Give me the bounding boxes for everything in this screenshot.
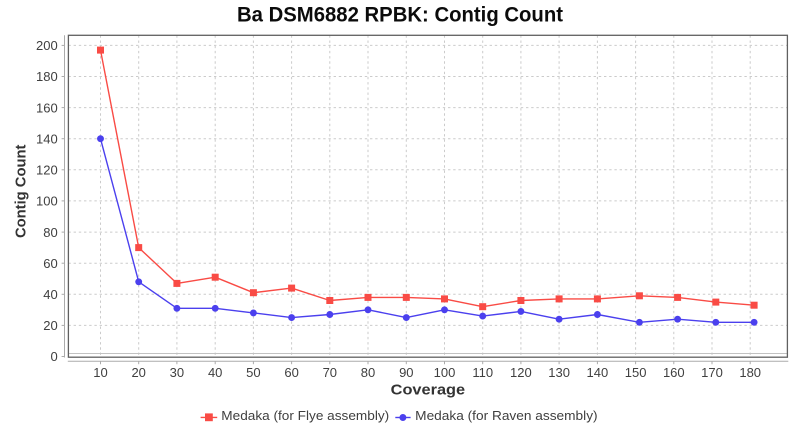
svg-text:160: 160 bbox=[36, 100, 58, 115]
svg-text:90: 90 bbox=[399, 365, 413, 380]
svg-text:80: 80 bbox=[43, 225, 57, 240]
svg-text:140: 140 bbox=[587, 365, 609, 380]
svg-text:180: 180 bbox=[36, 69, 58, 84]
svg-text:Medaka (for Raven assembly): Medaka (for Raven assembly) bbox=[415, 408, 597, 423]
svg-text:140: 140 bbox=[36, 131, 58, 146]
svg-text:60: 60 bbox=[43, 256, 57, 271]
svg-text:170: 170 bbox=[701, 365, 723, 380]
svg-text:100: 100 bbox=[434, 365, 456, 380]
svg-text:200: 200 bbox=[36, 38, 58, 53]
svg-text:20: 20 bbox=[131, 365, 145, 380]
svg-text:120: 120 bbox=[36, 163, 58, 178]
svg-text:10: 10 bbox=[93, 365, 107, 380]
svg-text:Coverage: Coverage bbox=[391, 381, 466, 398]
svg-text:130: 130 bbox=[548, 365, 570, 380]
svg-text:40: 40 bbox=[208, 365, 222, 380]
svg-text:160: 160 bbox=[663, 365, 685, 380]
svg-text:20: 20 bbox=[43, 318, 57, 333]
svg-text:Medaka (for Flye assembly): Medaka (for Flye assembly) bbox=[221, 408, 389, 423]
svg-text:60: 60 bbox=[284, 365, 298, 380]
svg-text:100: 100 bbox=[36, 194, 58, 209]
svg-text:80: 80 bbox=[361, 365, 375, 380]
svg-text:40: 40 bbox=[43, 287, 57, 302]
svg-text:30: 30 bbox=[170, 365, 184, 380]
svg-text:110: 110 bbox=[472, 365, 493, 380]
svg-text:150: 150 bbox=[625, 365, 647, 380]
svg-text:Contig Count: Contig Count bbox=[13, 145, 30, 239]
svg-text:Ba DSM6882 RPBK: Contig Count: Ba DSM6882 RPBK: Contig Count bbox=[237, 3, 563, 27]
svg-text:0: 0 bbox=[50, 349, 57, 364]
svg-text:70: 70 bbox=[323, 365, 337, 380]
svg-text:50: 50 bbox=[246, 365, 260, 380]
svg-text:120: 120 bbox=[510, 365, 532, 380]
svg-text:180: 180 bbox=[739, 365, 761, 380]
